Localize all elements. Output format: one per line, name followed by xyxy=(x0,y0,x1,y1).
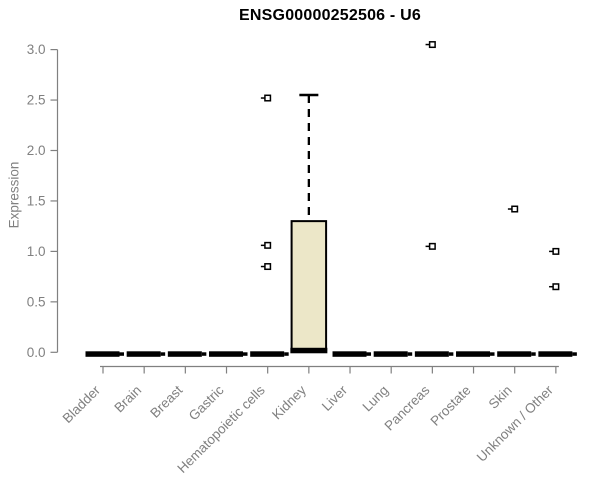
outlier-point xyxy=(428,242,436,250)
y-tick-label: 3.0 xyxy=(27,42,46,57)
zero-bar-nub xyxy=(531,352,536,356)
zero-bar-nub xyxy=(119,352,124,356)
outlier-point xyxy=(511,205,519,213)
zero-bar-nub xyxy=(160,352,166,356)
x-tick-label: Lung xyxy=(359,383,391,415)
x-tick-label: Brain xyxy=(111,383,144,416)
x-tick-label: Pancreas xyxy=(382,382,433,433)
outlier-point xyxy=(552,247,560,255)
zero-bar-nub xyxy=(284,352,289,356)
y-tick-label: 2.0 xyxy=(27,143,46,158)
outlier-point xyxy=(264,94,272,102)
x-tick-label: Kidney xyxy=(269,382,309,422)
outlier-point xyxy=(264,263,272,271)
zero-bar xyxy=(167,351,202,357)
zero-bar-nub xyxy=(407,352,413,356)
zero-bar xyxy=(209,351,244,357)
x-tick-label: Unknown / Other xyxy=(474,382,557,465)
x-tick-label: Skin xyxy=(486,383,515,412)
median-line xyxy=(290,347,328,354)
y-tick-label: 2.5 xyxy=(27,93,46,108)
zero-bar xyxy=(373,351,408,357)
zero-bar xyxy=(538,351,573,357)
zero-bar-nub xyxy=(572,352,577,356)
outlier-point xyxy=(264,241,272,249)
zero-bar xyxy=(250,351,285,357)
zero-bar-nub xyxy=(201,352,207,356)
zero-bar-nub xyxy=(490,352,495,356)
y-tick-label: 0.5 xyxy=(27,294,46,309)
x-tick-label: Bladder xyxy=(60,382,104,426)
x-tick-label: Liver xyxy=(319,382,351,414)
zero-bar xyxy=(332,351,367,357)
zero-bar xyxy=(126,351,161,357)
chart-title: ENSG00000252506 - U6 xyxy=(239,7,421,24)
x-tick-label: Breast xyxy=(147,382,185,420)
zero-bar-nub xyxy=(366,352,372,356)
y-tick-label: 0.0 xyxy=(27,345,46,360)
zero-bar xyxy=(414,351,449,357)
box xyxy=(290,220,328,352)
x-tick-label: Prostate xyxy=(427,383,473,429)
y-tick-label: 1.0 xyxy=(27,244,46,259)
zero-bar xyxy=(497,351,532,357)
zero-bar xyxy=(456,351,491,357)
zero-bar-nub xyxy=(448,352,454,356)
outlier-point xyxy=(552,283,560,291)
x-tick-label: Gastric xyxy=(186,382,227,423)
zero-bar-nub xyxy=(243,352,248,356)
y-tick-label: 1.5 xyxy=(27,193,46,208)
zero-bar xyxy=(85,351,120,357)
outlier-point xyxy=(428,41,436,49)
